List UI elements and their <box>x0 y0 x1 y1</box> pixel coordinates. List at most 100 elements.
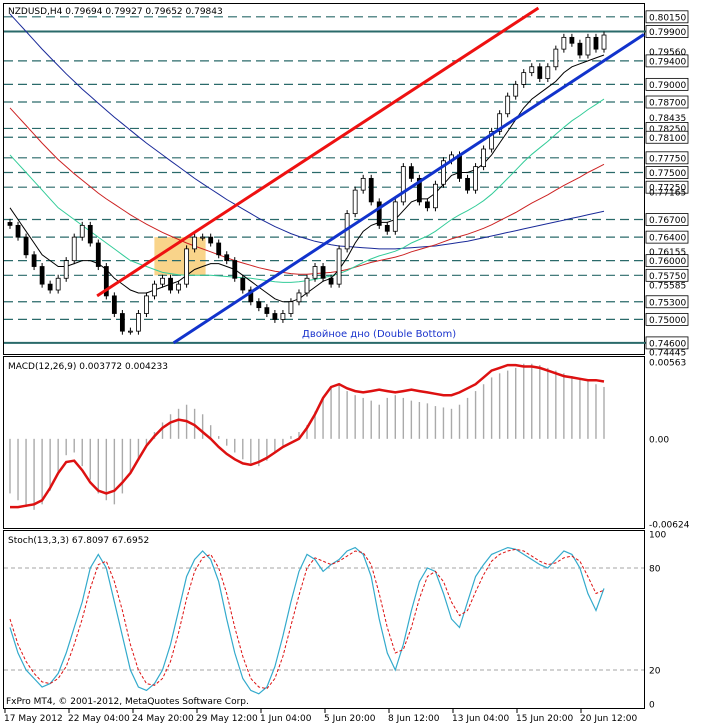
macd-title: MACD(12,26,9) 0.003772 0.004233 <box>8 362 168 372</box>
candle-body <box>585 36 591 56</box>
candle-body <box>497 113 503 132</box>
candle-body <box>7 222 13 226</box>
candle-body <box>513 83 519 97</box>
price-label-box <box>645 180 689 194</box>
red-moving-average <box>9 107 605 275</box>
price-chart-title: NZDUSD,H4 0.79694 0.79927 0.79652 0.7984… <box>8 7 223 17</box>
upper-channel-trend-line <box>96 6 540 298</box>
candle-body <box>15 224 21 238</box>
price-axis-label: 0.75585 <box>649 282 686 292</box>
candle-body <box>601 34 607 50</box>
candle-body <box>376 201 382 226</box>
lower-channel-trend-line <box>172 33 645 345</box>
time-axis-label: 24 May 20:00 <box>132 714 194 724</box>
candle-body <box>489 130 495 150</box>
stoch-axis-label: 0 <box>649 701 655 711</box>
candle-body <box>473 166 478 191</box>
candle-body <box>176 283 181 291</box>
price-label-box <box>645 312 689 326</box>
time-axis-label: 8 Jun 12:00 <box>388 714 440 724</box>
time-axis: 17 May 2012 22 May 04:00 24 May 20:00 29 Ma… <box>4 709 637 724</box>
time-axis-label: 15 Jun 20:00 <box>516 714 573 724</box>
price-label-box <box>645 213 689 226</box>
candle-body <box>136 313 141 332</box>
candle-body <box>368 177 374 203</box>
candle-body <box>553 48 559 68</box>
candle-body <box>529 66 535 74</box>
candle-body <box>103 266 109 297</box>
candle-body <box>264 307 270 314</box>
time-axis-label: 29 May 12:00 <box>196 714 258 724</box>
price-axis-label: 0.75300 <box>649 298 686 308</box>
candle-body <box>320 266 326 279</box>
candle-body <box>240 277 246 291</box>
time-axis-label: 1 Jun 04:00 <box>260 714 312 724</box>
candle-body <box>408 166 414 179</box>
price-panel <box>4 6 650 345</box>
candle-body <box>545 66 551 79</box>
candle-body <box>47 283 53 291</box>
price-axis-label: 0.77165 <box>649 189 686 199</box>
candle-body <box>111 295 117 314</box>
candle-body <box>577 42 583 56</box>
price-axis-label: 0.78250 <box>649 125 686 135</box>
candle-body <box>352 189 358 215</box>
candle-body <box>569 36 575 44</box>
candle-body <box>87 224 93 244</box>
price-axis-label: 0.79560 <box>649 48 686 58</box>
candle-body <box>224 254 230 262</box>
copyright-footer: FxPro MT4, © 2001-2012, MetaQuotes Softw… <box>6 697 249 707</box>
candle-body <box>360 177 366 191</box>
candle-body <box>465 177 470 191</box>
price-axis-label: 0.76155 <box>649 248 686 258</box>
stoch-signal-line <box>9 548 605 690</box>
price-label-box <box>645 336 689 350</box>
candle-body <box>168 277 173 291</box>
price-axis-label: 0.77750 <box>649 154 686 164</box>
navy-moving-average <box>9 13 605 250</box>
price-axis-label: 0.79900 <box>649 28 686 38</box>
macd-panel <box>9 363 605 510</box>
price-axis-label: 0.75000 <box>649 316 686 326</box>
candle-body <box>31 254 37 267</box>
price-label-box <box>645 268 689 282</box>
candle-body <box>200 236 206 239</box>
candle-body <box>95 242 101 267</box>
time-axis-label: 22 May 04:00 <box>68 714 130 724</box>
time-axis-label: 5 Jun 20:00 <box>324 714 376 724</box>
candle-body <box>192 236 198 250</box>
candle-body <box>400 166 406 203</box>
price-axis-label: 0.80150 <box>649 13 686 23</box>
candle-body <box>505 95 511 115</box>
stoch-panel <box>4 546 644 695</box>
candle-body <box>392 201 398 232</box>
price-axis-label: 0.75750 <box>649 272 686 282</box>
price-axis-label: 0.76700 <box>649 216 686 226</box>
stoch-main-line <box>9 546 605 695</box>
price-label-box <box>645 295 689 309</box>
price-label-box <box>645 130 689 144</box>
candle-body <box>433 183 438 209</box>
stoch-axis-label: 80 <box>649 565 661 575</box>
price-axis-label: 0.76400 <box>649 234 686 244</box>
candle-body <box>160 277 165 285</box>
price-label-box <box>645 166 689 179</box>
candle-body <box>416 177 422 203</box>
price-label-box <box>645 54 689 68</box>
candle-body <box>328 277 334 285</box>
candle-body <box>312 266 318 279</box>
candle-body <box>272 313 278 320</box>
candle-body <box>55 277 61 291</box>
price-axis-label: 0.77250 <box>649 184 686 194</box>
price-axis-label: 0.77500 <box>649 169 686 179</box>
price-label-box <box>645 10 689 24</box>
candle-body <box>288 301 294 314</box>
macd-axis-label: -0.00624 <box>649 521 690 531</box>
price-axis-label: 0.79000 <box>649 81 686 91</box>
candle-body <box>79 224 85 238</box>
stoch-axis-label: 100 <box>649 531 666 541</box>
price-label-box <box>645 25 689 38</box>
macd-axis-label: 0.00563 <box>649 359 686 369</box>
candle-body <box>521 72 527 85</box>
